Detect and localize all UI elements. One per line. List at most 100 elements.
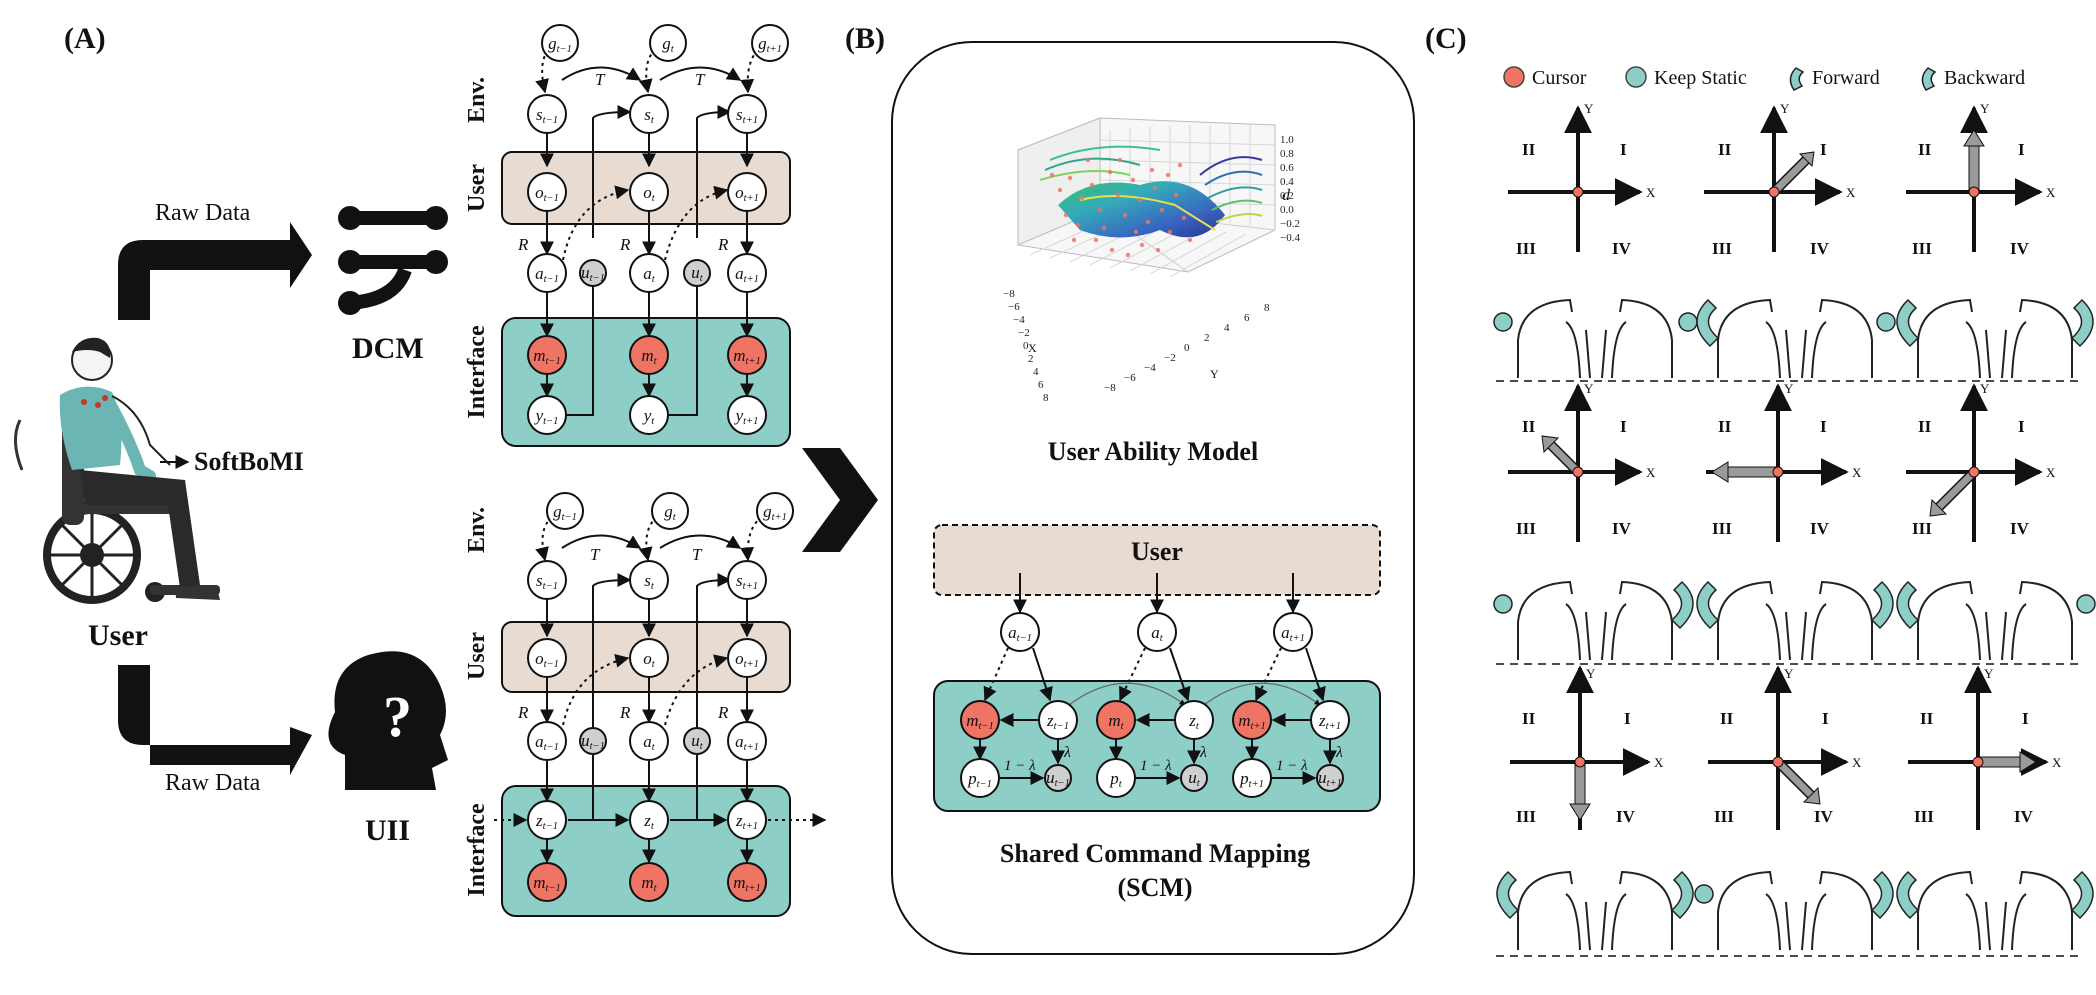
plot-axis-y-label: Y: [1210, 367, 1219, 381]
r2c1-quadrant-IV: IV: [1612, 519, 1632, 538]
uii-node-m-cur: mt: [641, 873, 657, 894]
dcm-transition-T1: T: [595, 70, 606, 89]
panel-c: Cursor Keep Static Forward Backward II I…: [1493, 66, 2096, 957]
r3c2-right-forward-icon: [1870, 870, 1894, 920]
scm-node-m-next: mt+1: [1238, 711, 1266, 732]
r2c1-quadrant-I: I: [1620, 417, 1627, 436]
plot-x-tick-6: 4: [1033, 366, 1039, 378]
plot-y-tick-7: 6: [1244, 312, 1250, 324]
r1c1-left-static-icon: [1493, 312, 1513, 332]
plot-axis-x-label: X: [1028, 341, 1037, 355]
plot-y-tick-6: 4: [1224, 322, 1230, 334]
r1c2-quadrant-I: I: [1820, 140, 1827, 159]
r3c3-left-backward-icon: [1896, 870, 1920, 920]
axes-r2c3: II I III IV X Y: [1906, 381, 2056, 542]
r2c2-right-backward-icon: [1870, 580, 1894, 630]
dcm-node-y-cur: yt: [642, 406, 656, 427]
r1c1-quadrant-I: I: [1620, 140, 1627, 159]
torso-row-1: [1493, 298, 2094, 379]
panel-b-frame: [891, 41, 1415, 955]
panel-b-label: (B): [845, 22, 885, 55]
uii-node-z-cur: zt: [643, 811, 655, 832]
r2c2-quadrant-III: III: [1712, 519, 1732, 538]
dcm-reward-R1: R: [517, 235, 529, 254]
chevron-right-icon: [802, 448, 878, 552]
r3c1-axis-y: Y: [1586, 666, 1596, 681]
dcm-node-a-cur: at: [643, 264, 656, 285]
dcm-label: DCM: [352, 332, 424, 365]
scm-node-a-next: at+1: [1281, 623, 1305, 644]
r2c2-quadrant-II: II: [1718, 417, 1732, 436]
dcm-node-g-cur: gt: [662, 34, 675, 55]
plot-y-tick-0: −8: [1104, 382, 1116, 394]
torso-row-3: [1496, 870, 2094, 951]
r1c2-left-forward-icon: [1696, 298, 1720, 348]
scm-node-m-cur: mt: [1108, 711, 1124, 732]
r1c2-quadrant-III: III: [1712, 239, 1732, 258]
r3c3-quadrant-II: II: [1920, 709, 1934, 728]
uii-graphical-model: Env. User Interface T T R: [464, 492, 827, 917]
r1c2-right-static-icon: [1876, 312, 1896, 332]
scm-node-u-next: ut+1: [1318, 768, 1342, 789]
dcm-node-s-prev: st−1: [536, 105, 558, 126]
raw-data-arrow-top: [118, 222, 312, 320]
dcm-row-user: User: [464, 164, 490, 212]
raw-data-label-bottom: Raw Data: [165, 770, 261, 796]
r3c3-quadrant-IV: IV: [2014, 807, 2034, 826]
r3c2-quadrant-IV: IV: [1814, 807, 1834, 826]
scm-one-minus-lambda-2: 1 − λ: [1140, 758, 1172, 774]
r3c2-axis-x: X: [1852, 755, 1862, 770]
plot-x-tick-0: −8: [1003, 288, 1015, 300]
axes-r3c2: II I III IV X Y: [1708, 665, 1862, 830]
scm-node-a-prev: at−1: [1008, 623, 1032, 644]
r2c1-quadrant-II: II: [1522, 417, 1536, 436]
scm-one-minus-lambda-1: 1 − λ: [1004, 758, 1036, 774]
uii-node-a-next: at+1: [735, 732, 759, 753]
plot-y-tick-2: −4: [1144, 362, 1156, 374]
dcm-node-g-prev: gt−1: [548, 34, 572, 55]
r2c1-right-backward-icon: [1670, 580, 1694, 630]
plot-x-tick-8: 8: [1043, 392, 1049, 404]
legend-cursor-label: Cursor: [1532, 67, 1587, 89]
scm-node-p-cur: pt: [1109, 769, 1123, 790]
dcm-node-s-next: st+1: [736, 105, 758, 126]
plot-d-tick-2: 0.6: [1280, 162, 1294, 174]
plot-y-tick-4: 0: [1184, 342, 1190, 354]
uii-node-s-prev: st−1: [536, 571, 558, 592]
scm-lambda-1: λ: [1063, 744, 1071, 761]
axes-r1c3: II I III IV X Y: [1906, 101, 2056, 258]
r2c3-left-forward-icon: [1896, 580, 1920, 630]
r2c3-axis-y: Y: [1980, 381, 1990, 396]
r2c2-left-forward-icon: [1696, 580, 1720, 630]
torso-row-2: [1493, 580, 2096, 661]
uii-node-s-next: st+1: [736, 571, 758, 592]
axes-r1c2: II I III IV X Y: [1704, 101, 1856, 258]
r1c3-quadrant-II: II: [1918, 140, 1932, 159]
r1c3-quadrant-IV: IV: [2010, 239, 2030, 258]
panel-b: d 1.0 0.8 0.6 0.4 0.2 0.0 −0.2 −0.4 −8 −…: [891, 41, 1415, 955]
scm-node-z-next: zt+1: [1318, 711, 1341, 732]
plot-y-tick-5: 2: [1204, 332, 1210, 344]
r1c3-axis-y: Y: [1980, 101, 1990, 116]
plot-axis-d-label: d: [1282, 187, 1291, 204]
uii-row-interface: Interface: [464, 803, 490, 897]
r1c3-quadrant-III: III: [1912, 239, 1932, 258]
raw-data-label-top: Raw Data: [155, 200, 251, 226]
plot-d-tick-7: −0.4: [1280, 232, 1300, 244]
scm-node-u-prev: ut−1: [1046, 768, 1070, 789]
dcm-reward-R3: R: [717, 235, 729, 254]
scm-node-a-cur: at: [1151, 623, 1164, 644]
legend-forward-label: Forward: [1812, 67, 1880, 89]
r2c3-axis-x: X: [2046, 465, 2056, 480]
r2c3-quadrant-IV: IV: [2010, 519, 2030, 538]
r1c2-axis-y: Y: [1780, 101, 1790, 116]
axes-r2c2: II I III IV X Y: [1706, 381, 1862, 542]
r2c1-left-static-icon: [1493, 594, 1513, 614]
r1c1-axis-x: X: [1646, 185, 1656, 200]
scm-node-u-cur: ut: [1188, 768, 1201, 789]
scm-abbrev: (SCM): [1117, 873, 1192, 902]
uii-node-u-cur: ut: [691, 731, 704, 752]
r3c1-right-forward-icon: [1670, 870, 1694, 920]
scm-one-minus-lambda-3: 1 − λ: [1276, 758, 1308, 774]
r1c1-quadrant-IV: IV: [1612, 239, 1632, 258]
